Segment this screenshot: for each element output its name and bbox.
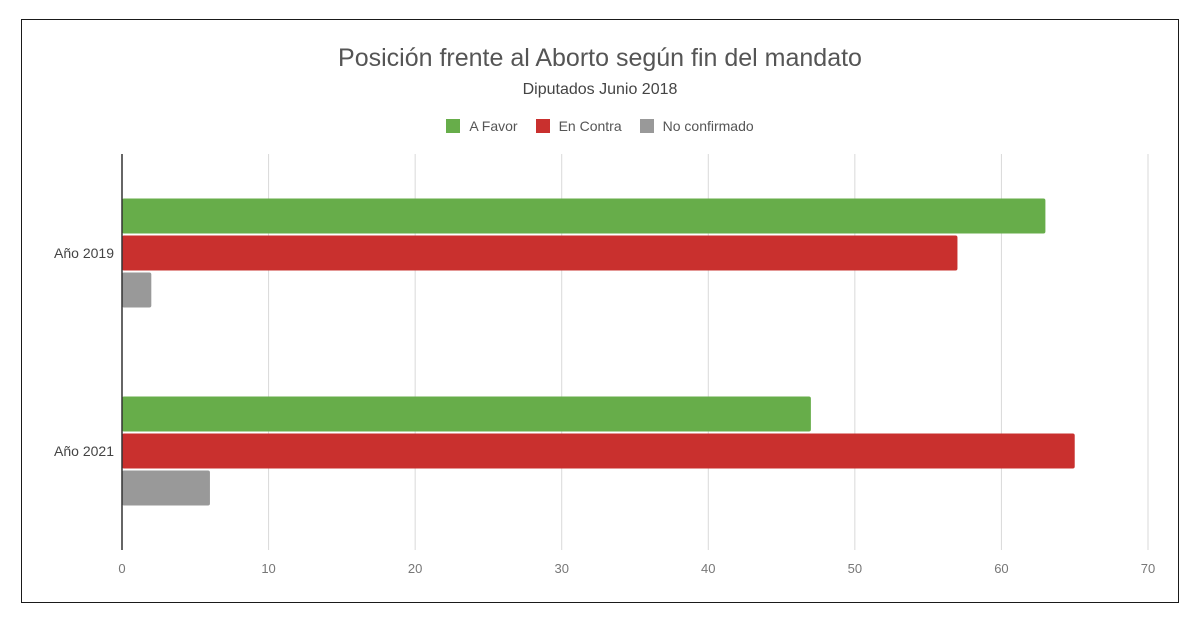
legend-swatch-a-favor (446, 119, 461, 133)
legend-swatch-no-confirmado (639, 119, 654, 133)
bar-en-contra-1[interactable] (122, 433, 1075, 469)
x-tick-label-50: 50 (848, 561, 862, 576)
legend-item-a-favor[interactable]: A Favor (446, 118, 518, 134)
chart-title: Posición frente al Aborto según fin del … (338, 44, 862, 72)
x-tick-label-20: 20 (408, 561, 422, 576)
x-tick-label-10: 10 (261, 561, 275, 576)
legend-label-en-contra: En Contra (558, 118, 622, 134)
bar-no-confirmado-0[interactable] (122, 272, 152, 308)
chart-subtitle: Diputados Junio 2018 (522, 81, 678, 98)
legend-swatch-en-contra (535, 119, 550, 133)
legend-label-a-favor: A Favor (469, 118, 518, 134)
x-tick-label-70: 70 (1141, 561, 1155, 576)
legend-item-en-contra[interactable]: En Contra (535, 118, 622, 134)
x-tick-label-30: 30 (554, 561, 568, 576)
bar-a-favor-1[interactable] (122, 396, 811, 432)
category-label-0: Año 2019 (54, 245, 114, 261)
bar-no-confirmado-1[interactable] (122, 470, 210, 506)
chart-legend: A Favor En Contra No confirmado (0, 118, 1200, 134)
legend-item-no-confirmado[interactable]: No confirmado (639, 118, 754, 134)
legend-label-no-confirmado: No confirmado (662, 118, 754, 134)
x-tick-label-40: 40 (701, 561, 715, 576)
category-label-1: Año 2021 (54, 443, 114, 459)
bar-en-contra-0[interactable] (122, 235, 958, 271)
x-tick-label-60: 60 (994, 561, 1008, 576)
bar-a-favor-0[interactable] (122, 198, 1046, 234)
x-tick-label-0: 0 (118, 561, 125, 576)
chart-frame (21, 19, 1179, 603)
